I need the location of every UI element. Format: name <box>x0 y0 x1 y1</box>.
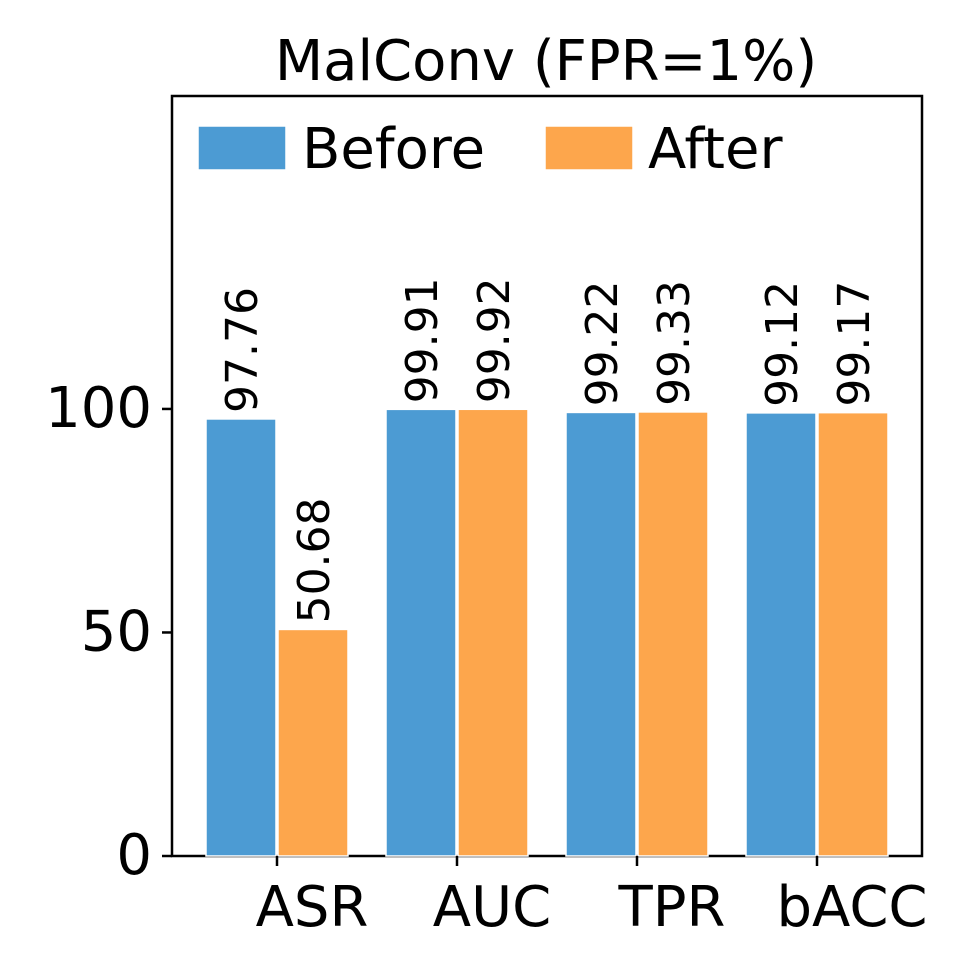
bars-group <box>205 408 889 857</box>
legend-label-before: Before <box>302 117 485 182</box>
bar-before-auc <box>385 408 457 857</box>
value-label-before-tpr: 99.22 <box>577 280 628 406</box>
legend: Before After <box>197 117 783 182</box>
value-label-after-auc: 99.92 <box>469 277 520 403</box>
value-label-before-bacc: 99.12 <box>757 281 808 407</box>
plot-frame <box>170 94 924 858</box>
value-labels-group: 97.76 99.91 99.22 99.12 50.68 99.92 99.33 99.17 <box>217 277 880 623</box>
value-label-after-asr: 50.68 <box>289 497 340 623</box>
bar-after-asr <box>277 628 349 857</box>
bar-after-tpr <box>637 411 709 857</box>
x-axis: ASR AUC TPR bACC <box>256 856 928 940</box>
y-axis: 0 50 100 <box>45 376 172 888</box>
value-label-after-tpr: 99.33 <box>649 280 700 406</box>
bar-before-tpr <box>565 411 637 857</box>
x-tick-label-tpr: TPR <box>618 875 726 940</box>
value-label-before-auc: 99.91 <box>397 277 448 403</box>
x-tick-label-bacc: bACC <box>776 875 927 940</box>
y-tick-label-100: 100 <box>45 376 152 441</box>
legend-label-after: After <box>648 117 783 182</box>
bar-before-asr <box>205 418 277 857</box>
legend-swatch-after <box>544 125 634 171</box>
bar-before-bacc <box>745 412 817 857</box>
legend-swatch-before <box>197 125 287 171</box>
bar-after-bacc <box>817 411 889 857</box>
value-label-after-bacc: 99.17 <box>829 281 880 407</box>
value-label-before-asr: 97.76 <box>217 287 268 413</box>
bar-after-auc <box>457 408 529 857</box>
chart-title: MalConv (FPR=1%) <box>275 29 817 94</box>
x-tick-label-asr: ASR <box>256 875 369 940</box>
y-tick-label-0: 0 <box>116 823 152 888</box>
x-tick-label-auc: AUC <box>433 875 551 940</box>
y-tick-label-50: 50 <box>81 599 152 664</box>
